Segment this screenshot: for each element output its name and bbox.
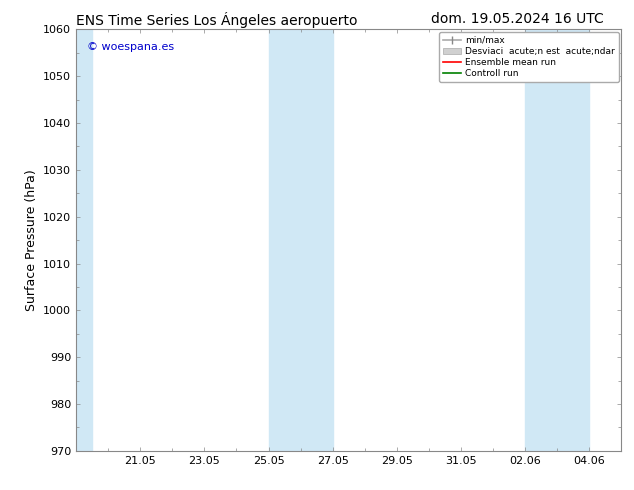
Text: © woespana.es: © woespana.es bbox=[87, 42, 174, 52]
Text: dom. 19.05.2024 16 UTC: dom. 19.05.2024 16 UTC bbox=[431, 12, 604, 26]
Bar bbox=[269, 29, 333, 451]
Bar bbox=[76, 29, 92, 451]
Text: ENS Time Series Los Ángeles aeropuerto: ENS Time Series Los Ángeles aeropuerto bbox=[76, 12, 358, 28]
Legend: min/max, Desviaci  acute;n est  acute;ndar, Ensemble mean run, Controll run: min/max, Desviaci acute;n est acute;ndar… bbox=[439, 32, 619, 82]
Y-axis label: Surface Pressure (hPa): Surface Pressure (hPa) bbox=[25, 169, 37, 311]
Bar bbox=[525, 29, 589, 451]
